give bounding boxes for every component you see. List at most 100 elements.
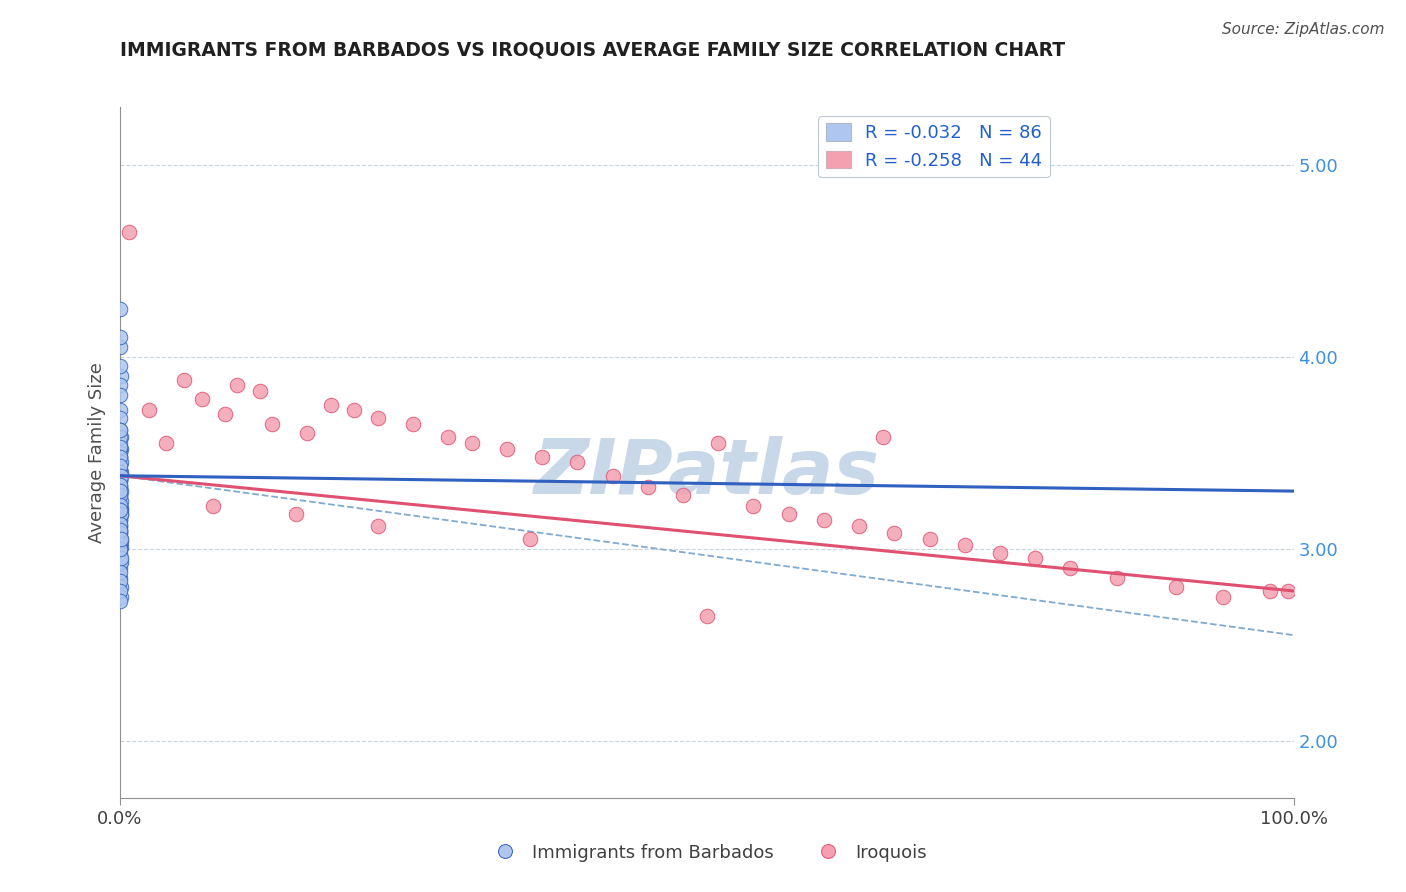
Point — [108, 490, 131, 504]
Point — [567, 455, 589, 469]
Point — [202, 500, 225, 514]
Point — [108, 565, 131, 579]
Point — [108, 551, 131, 566]
Point — [110, 549, 132, 564]
Point — [672, 488, 695, 502]
Point — [108, 511, 131, 525]
Point — [988, 545, 1011, 559]
Point — [1059, 561, 1081, 575]
Point — [1212, 590, 1234, 604]
Point — [173, 373, 195, 387]
Point — [110, 523, 132, 537]
Point — [108, 503, 131, 517]
Point — [110, 507, 132, 521]
Point — [262, 417, 284, 431]
Point — [108, 403, 131, 417]
Point — [637, 480, 659, 494]
Point — [110, 457, 132, 471]
Point — [108, 430, 131, 444]
Point — [108, 536, 131, 550]
Point — [813, 513, 835, 527]
Point — [110, 450, 132, 464]
Point — [225, 378, 249, 392]
Point — [110, 545, 132, 559]
Point — [531, 450, 554, 464]
Point — [110, 541, 132, 556]
Point — [297, 426, 319, 441]
Point — [214, 407, 236, 421]
Point — [108, 473, 131, 487]
Point — [108, 330, 131, 344]
Point — [110, 455, 132, 469]
Point — [110, 570, 132, 584]
Point — [110, 480, 132, 494]
Point — [460, 436, 484, 450]
Point — [249, 384, 271, 399]
Point — [110, 523, 132, 537]
Point — [108, 488, 131, 502]
Point — [742, 500, 765, 514]
Point — [367, 411, 389, 425]
Point — [284, 507, 307, 521]
Point — [110, 340, 132, 354]
Legend: Immigrants from Barbados, Iroquois: Immigrants from Barbados, Iroquois — [479, 837, 934, 869]
Point — [118, 225, 141, 239]
Point — [108, 436, 131, 450]
Point — [108, 488, 131, 502]
Point — [108, 513, 131, 527]
Point — [110, 473, 132, 487]
Point — [1107, 570, 1129, 584]
Point — [110, 513, 132, 527]
Text: ZIPatlas: ZIPatlas — [533, 436, 880, 510]
Point — [138, 403, 160, 417]
Point — [319, 398, 342, 412]
Point — [110, 526, 132, 541]
Point — [110, 532, 132, 546]
Point — [108, 478, 131, 492]
Point — [696, 608, 718, 623]
Point — [778, 507, 800, 521]
Point — [108, 503, 131, 517]
Point — [110, 378, 132, 392]
Point — [110, 551, 132, 566]
Point — [110, 524, 132, 539]
Point — [110, 518, 132, 533]
Point — [110, 468, 132, 483]
Point — [108, 450, 131, 464]
Point — [110, 526, 132, 541]
Point — [108, 465, 131, 479]
Point — [108, 516, 131, 531]
Point — [110, 580, 132, 594]
Point — [848, 518, 870, 533]
Point — [110, 445, 132, 460]
Point — [108, 484, 131, 499]
Point — [110, 495, 132, 509]
Point — [110, 450, 132, 464]
Point — [402, 417, 425, 431]
Point — [110, 583, 132, 598]
Point — [110, 411, 132, 425]
Text: IMMIGRANTS FROM BARBADOS VS IROQUOIS AVERAGE FAMILY SIZE CORRELATION CHART: IMMIGRANTS FROM BARBADOS VS IROQUOIS AVE… — [120, 40, 1064, 59]
Point — [110, 465, 132, 479]
Point — [108, 530, 131, 544]
Point — [110, 557, 132, 571]
Point — [110, 423, 132, 437]
Point — [1258, 583, 1281, 598]
Point — [110, 493, 132, 508]
Point — [602, 468, 624, 483]
Point — [110, 501, 132, 516]
Point — [108, 518, 131, 533]
Point — [108, 478, 131, 492]
Point — [953, 538, 976, 552]
Point — [110, 495, 132, 509]
Point — [108, 301, 131, 316]
Point — [110, 498, 132, 512]
Point — [110, 442, 132, 456]
Point — [110, 484, 132, 499]
Point — [1277, 583, 1299, 598]
Point — [108, 442, 131, 456]
Y-axis label: Average Family Size: Average Family Size — [87, 362, 105, 543]
Point — [155, 436, 177, 450]
Point — [108, 532, 131, 546]
Point — [108, 561, 131, 575]
